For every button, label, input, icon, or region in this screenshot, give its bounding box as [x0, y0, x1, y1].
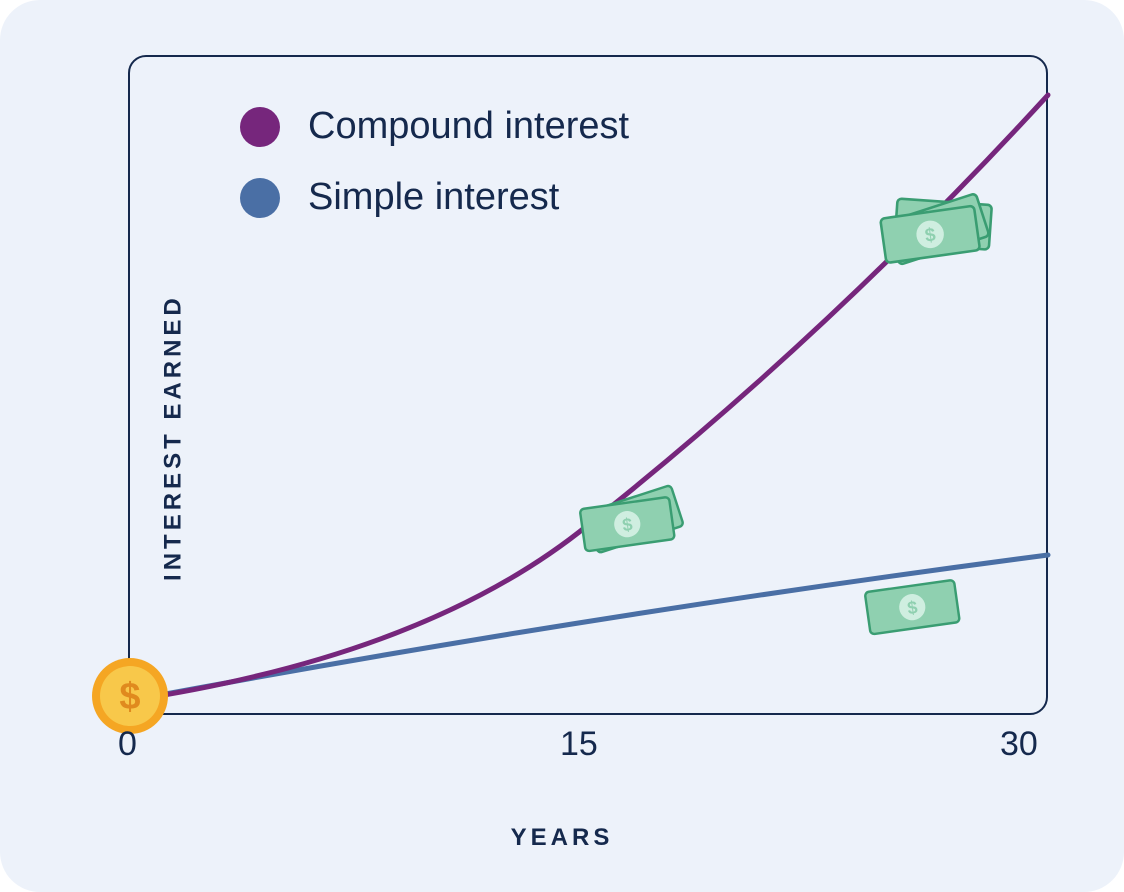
x-tick-0: 0 [118, 725, 137, 764]
x-tick-15: 15 [560, 725, 598, 764]
x-axis-label: YEARS [511, 824, 614, 852]
legend: Compound interest Simple interest [240, 105, 629, 219]
legend-item-compound: Compound interest [240, 105, 629, 148]
svg-text:$: $ [119, 676, 140, 718]
chart-card: INTEREST EARNED YEARS $ $ $ $ $ [0, 0, 1124, 892]
legend-label-compound: Compound interest [308, 105, 629, 148]
money-bills-icon: $ $ [570, 480, 700, 575]
legend-dot-simple [240, 178, 280, 218]
legend-dot-compound [240, 107, 280, 147]
money-bills-icon: $ [855, 563, 985, 658]
legend-item-simple: Simple interest [240, 176, 629, 219]
x-tick-30: 30 [1000, 725, 1038, 764]
money-bills-icon: $ $ $ [870, 188, 1007, 288]
coin-icon: $ [91, 657, 169, 735]
legend-label-simple: Simple interest [308, 176, 559, 219]
